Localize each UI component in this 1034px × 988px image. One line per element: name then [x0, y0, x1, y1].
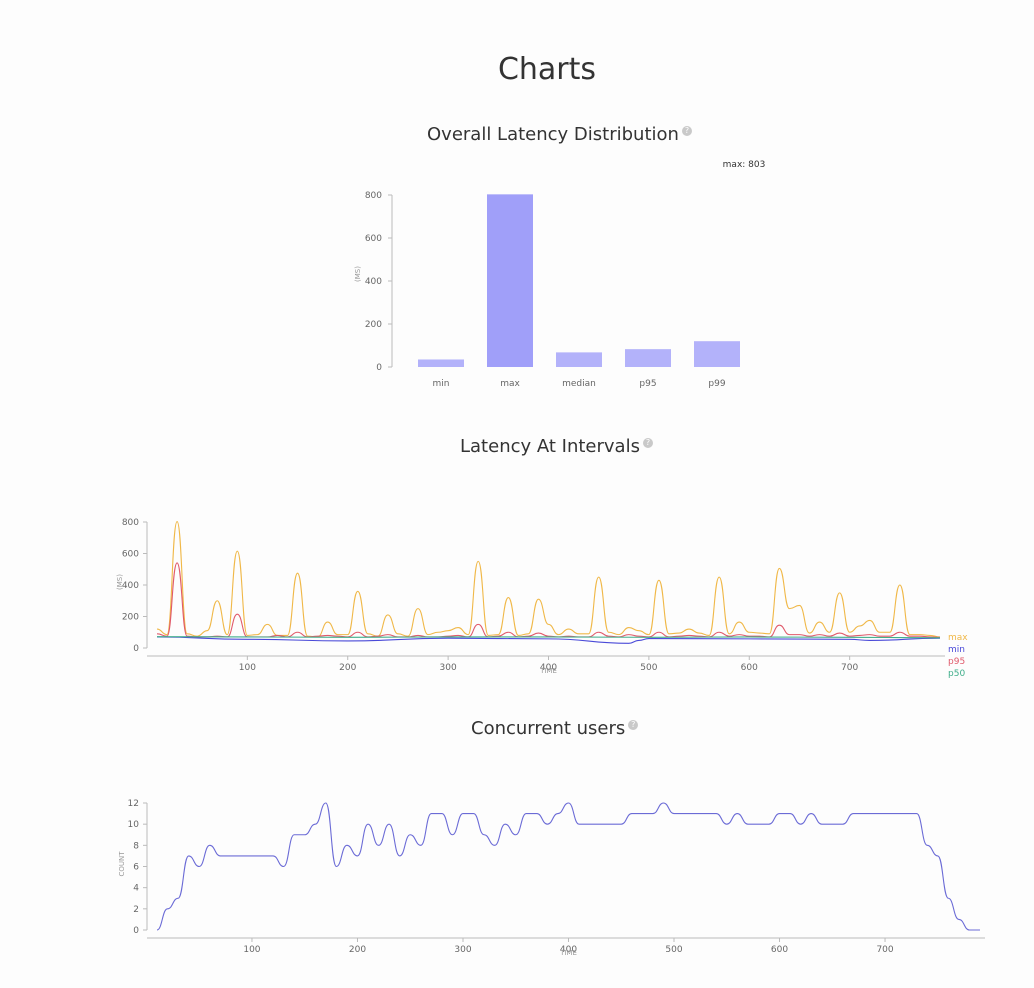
bar-p95[interactable]: [625, 349, 671, 367]
latency-y-tick-label: 400: [122, 581, 139, 591]
users-y-tick-label: 6: [133, 863, 139, 873]
users-y-tick-label: 0: [133, 926, 139, 936]
latency-x-tick-label: 400: [540, 663, 557, 673]
latency-x-tick-label: 100: [239, 663, 256, 673]
latency-intervals-title: Latency At Intervals?: [460, 436, 653, 457]
help-icon[interactable]: ?: [681, 126, 692, 136]
bar-x-tick-label: p95: [639, 379, 656, 389]
latency-x-axis-label: TIME: [539, 667, 557, 675]
users-x-tick-label: 700: [876, 945, 893, 955]
bar-min[interactable]: [418, 359, 464, 367]
latency-legend-min: min: [948, 645, 965, 655]
users-y-tick-label: 2: [133, 905, 139, 915]
bar-y-tick-label: 200: [365, 320, 382, 330]
bar-y-tick-label: 0: [376, 363, 382, 373]
help-icon[interactable]: ?: [642, 438, 653, 448]
latency-y-tick-label: 0: [133, 644, 139, 654]
users-y-axis-label: COUNT: [118, 851, 126, 877]
bar-x-tick-label: min: [433, 379, 450, 389]
users-x-tick-label: 300: [454, 945, 471, 955]
page-title: Charts: [497, 52, 597, 87]
latency-y-tick-label: 800: [122, 518, 139, 528]
users-y-tick-label: 4: [133, 884, 139, 894]
bar-y-tick-label: 400: [365, 277, 382, 287]
latency-y-tick-label: 600: [122, 550, 139, 560]
concurrent-users-title: Concurrent users?: [471, 718, 639, 739]
latency-x-tick-label: 600: [741, 663, 758, 673]
users-x-tick-label: 100: [243, 945, 260, 955]
bar-x-tick-label: p99: [708, 379, 725, 389]
users-y-tick-label: 12: [128, 799, 139, 809]
latency-distribution-title: Overall Latency Distribution?: [427, 124, 692, 145]
bar-y-tick-label: 600: [365, 234, 382, 244]
bar-hover-label: max: 803: [723, 160, 766, 170]
latency-y-tick-label: 200: [122, 613, 139, 623]
latency-x-tick-label: 700: [841, 663, 858, 673]
bar-y-tick-label: 800: [365, 191, 382, 201]
latency-legend-p95: p95: [948, 657, 965, 667]
bar-p99[interactable]: [694, 341, 740, 367]
users-x-tick-label: 600: [771, 945, 788, 955]
users-y-tick-label: 8: [133, 841, 139, 851]
latency-intervals-title-text: Latency At Intervals: [460, 436, 640, 457]
latency-legend-max: max: [948, 633, 968, 643]
users-x-axis-label: TIME: [559, 949, 577, 957]
bar-x-tick-label: max: [500, 379, 520, 389]
latency-series-min[interactable]: [156, 636, 941, 644]
latency-distribution-title-text: Overall Latency Distribution: [427, 124, 679, 145]
bar-y-axis-label: (MS): [354, 266, 362, 282]
bar-x-tick-label: median: [562, 379, 596, 389]
latency-series-p95[interactable]: [156, 562, 941, 638]
bar-median[interactable]: [556, 352, 602, 367]
users-y-tick-label: 10: [128, 820, 140, 830]
latency-y-axis-label: (MS): [116, 574, 124, 590]
latency-series-p50[interactable]: [156, 636, 941, 639]
users-series-line[interactable]: [156, 802, 980, 931]
users-x-tick-label: 500: [665, 945, 682, 955]
latency-x-tick-label: 500: [640, 663, 657, 673]
latency-x-tick-label: 300: [440, 663, 457, 673]
help-icon[interactable]: ?: [628, 720, 639, 730]
latency-legend-p50: p50: [948, 669, 965, 679]
users-x-tick-label: 200: [349, 945, 366, 955]
latency-series-max[interactable]: [156, 520, 941, 638]
users-x-tick-label: 400: [560, 945, 577, 955]
bar-max[interactable]: [487, 194, 533, 367]
latency-x-tick-label: 200: [339, 663, 356, 673]
concurrent-users-title-text: Concurrent users: [471, 718, 626, 739]
